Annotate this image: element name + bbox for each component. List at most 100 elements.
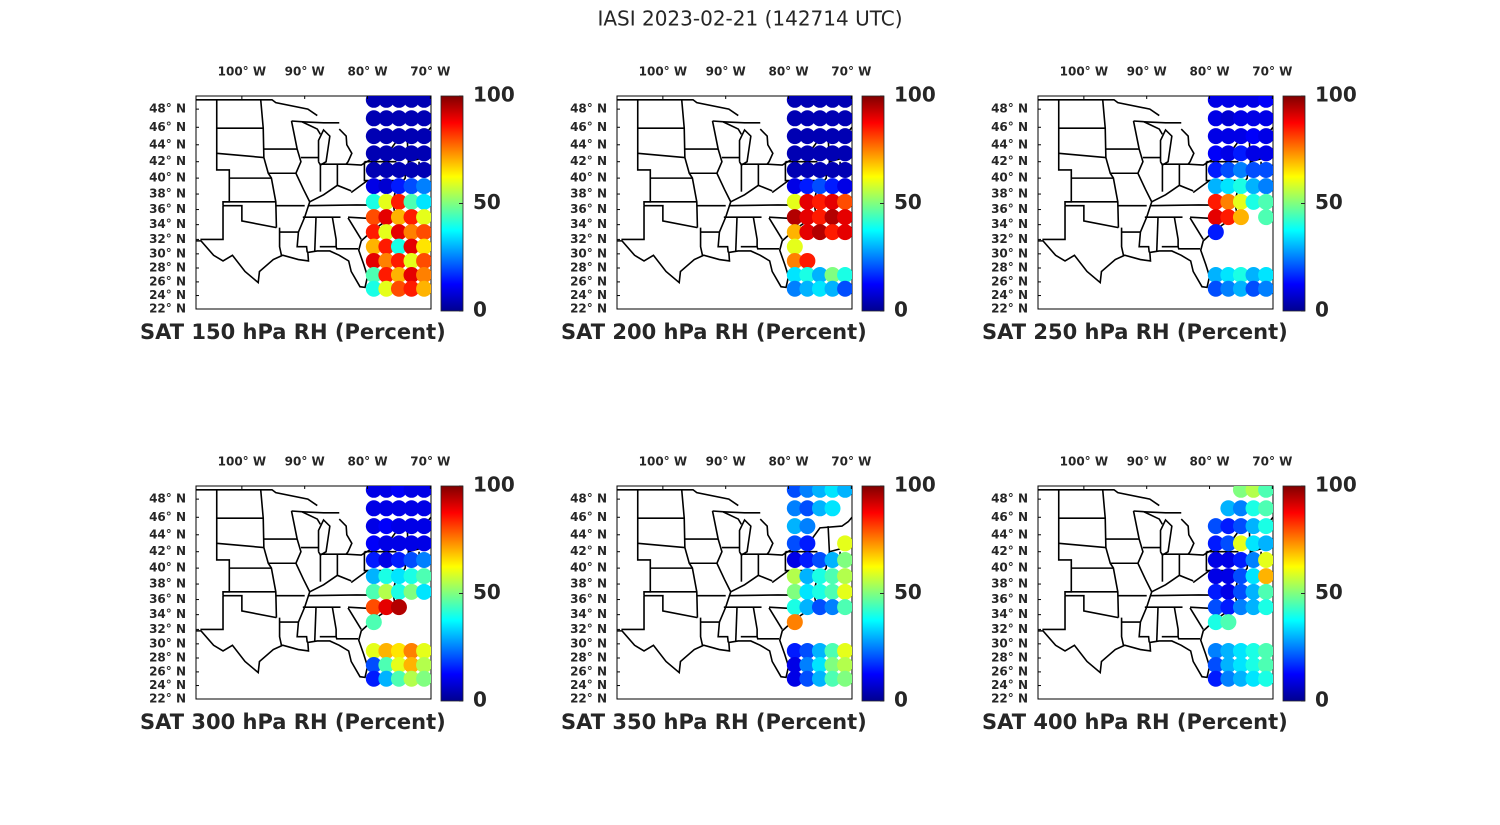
- observation: [1258, 161, 1273, 178]
- observation: [403, 224, 420, 241]
- lat-label: 48° N: [570, 102, 607, 116]
- lon-label: 80° W: [1189, 455, 1229, 469]
- observation: [1245, 500, 1262, 517]
- observation: [786, 280, 803, 297]
- lat-label: 48° N: [991, 102, 1028, 116]
- observation: [837, 486, 852, 498]
- observation: [378, 670, 395, 687]
- boundary: [319, 635, 359, 640]
- observation: [1245, 518, 1262, 535]
- observation: [390, 583, 407, 600]
- boundary: [291, 120, 340, 124]
- observation: [824, 486, 841, 498]
- observation: [824, 568, 841, 585]
- observation: [837, 551, 852, 568]
- observation: [786, 238, 803, 255]
- observation: [1232, 280, 1249, 297]
- observation: [837, 642, 852, 659]
- observation: [837, 178, 852, 195]
- boundary: [338, 128, 375, 166]
- panel-title: SAT 150 hPa RH (Percent): [140, 320, 446, 344]
- observation: [416, 500, 431, 517]
- observation: [378, 110, 395, 127]
- lat-label: 22° N: [991, 692, 1028, 706]
- observation: [799, 209, 816, 226]
- observation: [824, 656, 841, 673]
- lat-label: 40° N: [149, 171, 186, 185]
- observation: [1220, 209, 1237, 226]
- observation: [811, 209, 828, 226]
- lat-label: 32° N: [991, 232, 1028, 246]
- boundary: [1143, 511, 1164, 525]
- boundary: [644, 594, 698, 619]
- colorbar-label: 50: [473, 190, 501, 214]
- lat-label: 30° N: [991, 636, 1028, 650]
- observation: [1207, 551, 1224, 568]
- lat-label: 38° N: [991, 187, 1028, 201]
- map-panel: 100° W 90° W 80° W 70° W 48° N 46° N 44° N 42° …: [982, 65, 1357, 345]
- observation: [378, 551, 395, 568]
- boundary: [1180, 128, 1217, 166]
- boundary: [636, 489, 652, 596]
- observation: [403, 642, 420, 659]
- observation: [416, 128, 431, 145]
- observation: [1258, 568, 1273, 585]
- observation: [1207, 178, 1224, 195]
- observation: [786, 209, 803, 226]
- observation: [1245, 599, 1262, 616]
- observation: [837, 96, 852, 108]
- observation: [403, 178, 420, 195]
- observation: [1207, 209, 1224, 226]
- observation: [365, 128, 382, 145]
- observation: [824, 178, 841, 195]
- observation: [378, 238, 395, 255]
- observations: [786, 96, 852, 297]
- observation: [786, 500, 803, 517]
- lon-label: 100° W: [1060, 65, 1108, 79]
- lon-label: 80° W: [768, 65, 808, 79]
- observation: [1220, 670, 1237, 687]
- observation: [390, 161, 407, 178]
- colorbar-label: 100: [894, 473, 936, 497]
- observation: [378, 656, 395, 673]
- observation: [837, 110, 852, 127]
- observation: [390, 642, 407, 659]
- lat-label: 38° N: [991, 577, 1028, 591]
- observation: [1245, 642, 1262, 659]
- observation: [786, 193, 803, 210]
- boundary: [771, 569, 790, 584]
- observation: [786, 583, 803, 600]
- observation: [799, 96, 816, 108]
- observation: [365, 145, 382, 162]
- observation: [390, 568, 407, 585]
- observation: [365, 599, 382, 616]
- lat-label: 24° N: [570, 678, 607, 692]
- boundary: [216, 152, 264, 159]
- boundary: [291, 510, 340, 514]
- observation: [799, 568, 816, 585]
- observation: [378, 518, 395, 535]
- observation: [799, 642, 816, 659]
- lat-label: 22° N: [991, 302, 1028, 316]
- colorbar-label: 0: [1315, 688, 1329, 712]
- lon-label: 90° W: [1127, 65, 1167, 79]
- observation: [1258, 486, 1273, 498]
- observation: [1232, 209, 1249, 226]
- lat-label: 48° N: [149, 102, 186, 116]
- lon-label: 70° W: [410, 455, 450, 469]
- observation: [1245, 178, 1262, 195]
- observation: [403, 280, 420, 297]
- observation: [403, 670, 420, 687]
- observations: [1207, 96, 1273, 297]
- observation: [416, 518, 431, 535]
- boundary: [771, 179, 790, 194]
- boundary: [1161, 245, 1201, 250]
- observation: [811, 193, 828, 210]
- observation: [1207, 110, 1224, 127]
- observation: [1245, 110, 1262, 127]
- observation: [1245, 145, 1262, 162]
- observation: [811, 670, 828, 687]
- observation: [786, 614, 803, 631]
- observation: [824, 266, 841, 283]
- observation: [390, 238, 407, 255]
